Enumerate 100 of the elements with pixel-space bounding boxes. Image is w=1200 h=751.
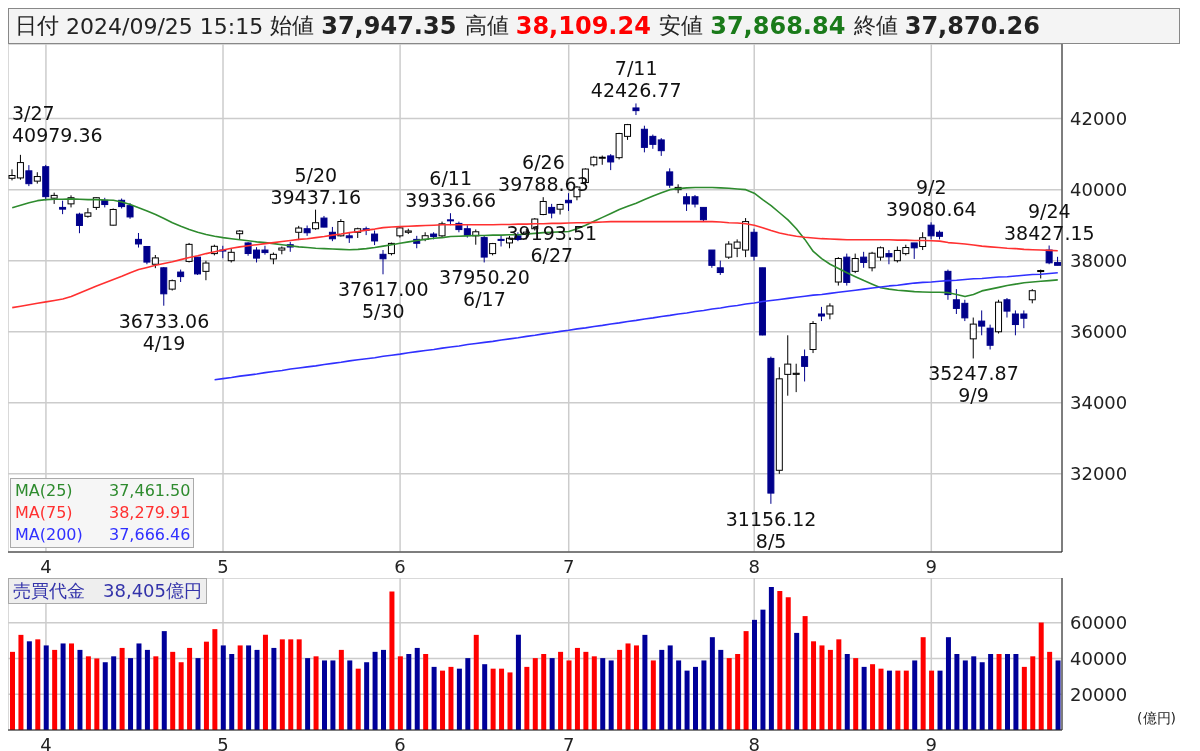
candlestick [84,207,92,219]
bar [102,662,108,730]
bar [77,649,83,730]
bar [406,654,412,730]
bar [701,660,707,730]
annotation: 6/11 39336.66 [405,167,497,212]
x-tick-label: 8 [748,555,760,577]
bar [971,656,977,730]
bar [246,645,252,730]
y-tick-label: 40000 [1070,179,1128,201]
bar [735,654,741,730]
bar [10,651,15,730]
candlestick [851,253,859,274]
x-tick-label: 8 [748,733,760,751]
bar [811,641,817,730]
bar [743,631,749,730]
bar [254,649,260,730]
bar [296,639,302,730]
bar [26,641,32,730]
bar [532,658,538,730]
bar [617,649,623,730]
y-tick-label: 42000 [1070,107,1128,129]
bar [996,654,1002,730]
bar [440,670,446,730]
x-tick-label: 5 [217,733,229,751]
bar [591,656,597,730]
bar [414,647,420,730]
bar [988,654,994,730]
bar [549,658,555,730]
bar [85,656,91,730]
bar [279,639,285,730]
candlestick [834,256,842,287]
candlestick [556,203,564,216]
bar [465,658,471,730]
bar [676,660,682,730]
bar [802,616,808,730]
bar [195,658,201,730]
y-tick-label: 20000 [1070,683,1128,705]
bar [448,666,454,730]
candlestick [202,260,210,281]
bar [237,645,243,730]
bar [878,668,884,730]
annotation: 9/24 38427.15 [1004,199,1095,244]
bar [608,660,614,730]
annotation: 3/27 40979.36 [12,102,103,146]
bar [52,649,58,730]
bar [962,660,968,730]
bar [313,656,319,730]
chart-title: 売買代金 38,405億円 [8,578,207,604]
y-axis-title: (億円) [1137,710,1176,728]
y-tick-label: 36000 [1070,321,1128,343]
bar [456,668,462,730]
bar [574,647,580,730]
bar [1038,622,1044,730]
candlestick [497,235,505,247]
candlestick [969,317,977,359]
candlestick [986,324,994,351]
bar [583,651,589,730]
bar [650,660,656,730]
bar [35,639,41,730]
bar [642,634,648,730]
bar [18,634,24,730]
bar [945,637,951,730]
y-tick-label: 32000 [1070,463,1128,485]
chart-title: 日付 2024/09/25 15:15 始値 37,947.35 高値 38,109.24 安値 37,868.84 終値 37,870.26 [15,12,1040,40]
bar [794,632,800,730]
bar [482,664,488,730]
bar [600,658,606,730]
bar [305,658,311,730]
annotation: 9/2 39080.64 [885,176,977,221]
annotation: 35247.87 9/9 [928,362,1019,407]
bar [895,670,901,730]
candlestick [379,249,387,275]
bar [853,658,859,730]
bar [473,634,479,730]
bar [768,587,774,730]
candlestick [480,235,488,263]
candlestick [632,102,640,116]
bar [330,660,336,730]
bar [752,619,758,730]
bar [111,656,117,730]
bar [170,651,176,730]
bar [667,645,673,730]
bar [389,591,395,730]
bar [726,658,732,730]
bar [423,654,429,730]
bar [1047,651,1053,730]
bar [355,668,361,730]
bar [372,651,378,730]
bar [1030,656,1036,730]
bar [886,670,892,730]
x-tick-label: 7 [563,733,575,751]
bar [1013,654,1019,730]
bar [187,647,193,730]
bar [777,590,783,730]
candlestick [1003,297,1011,319]
candlestick [143,245,151,265]
bar [920,637,926,730]
bar [1055,660,1061,730]
bar [558,651,564,730]
